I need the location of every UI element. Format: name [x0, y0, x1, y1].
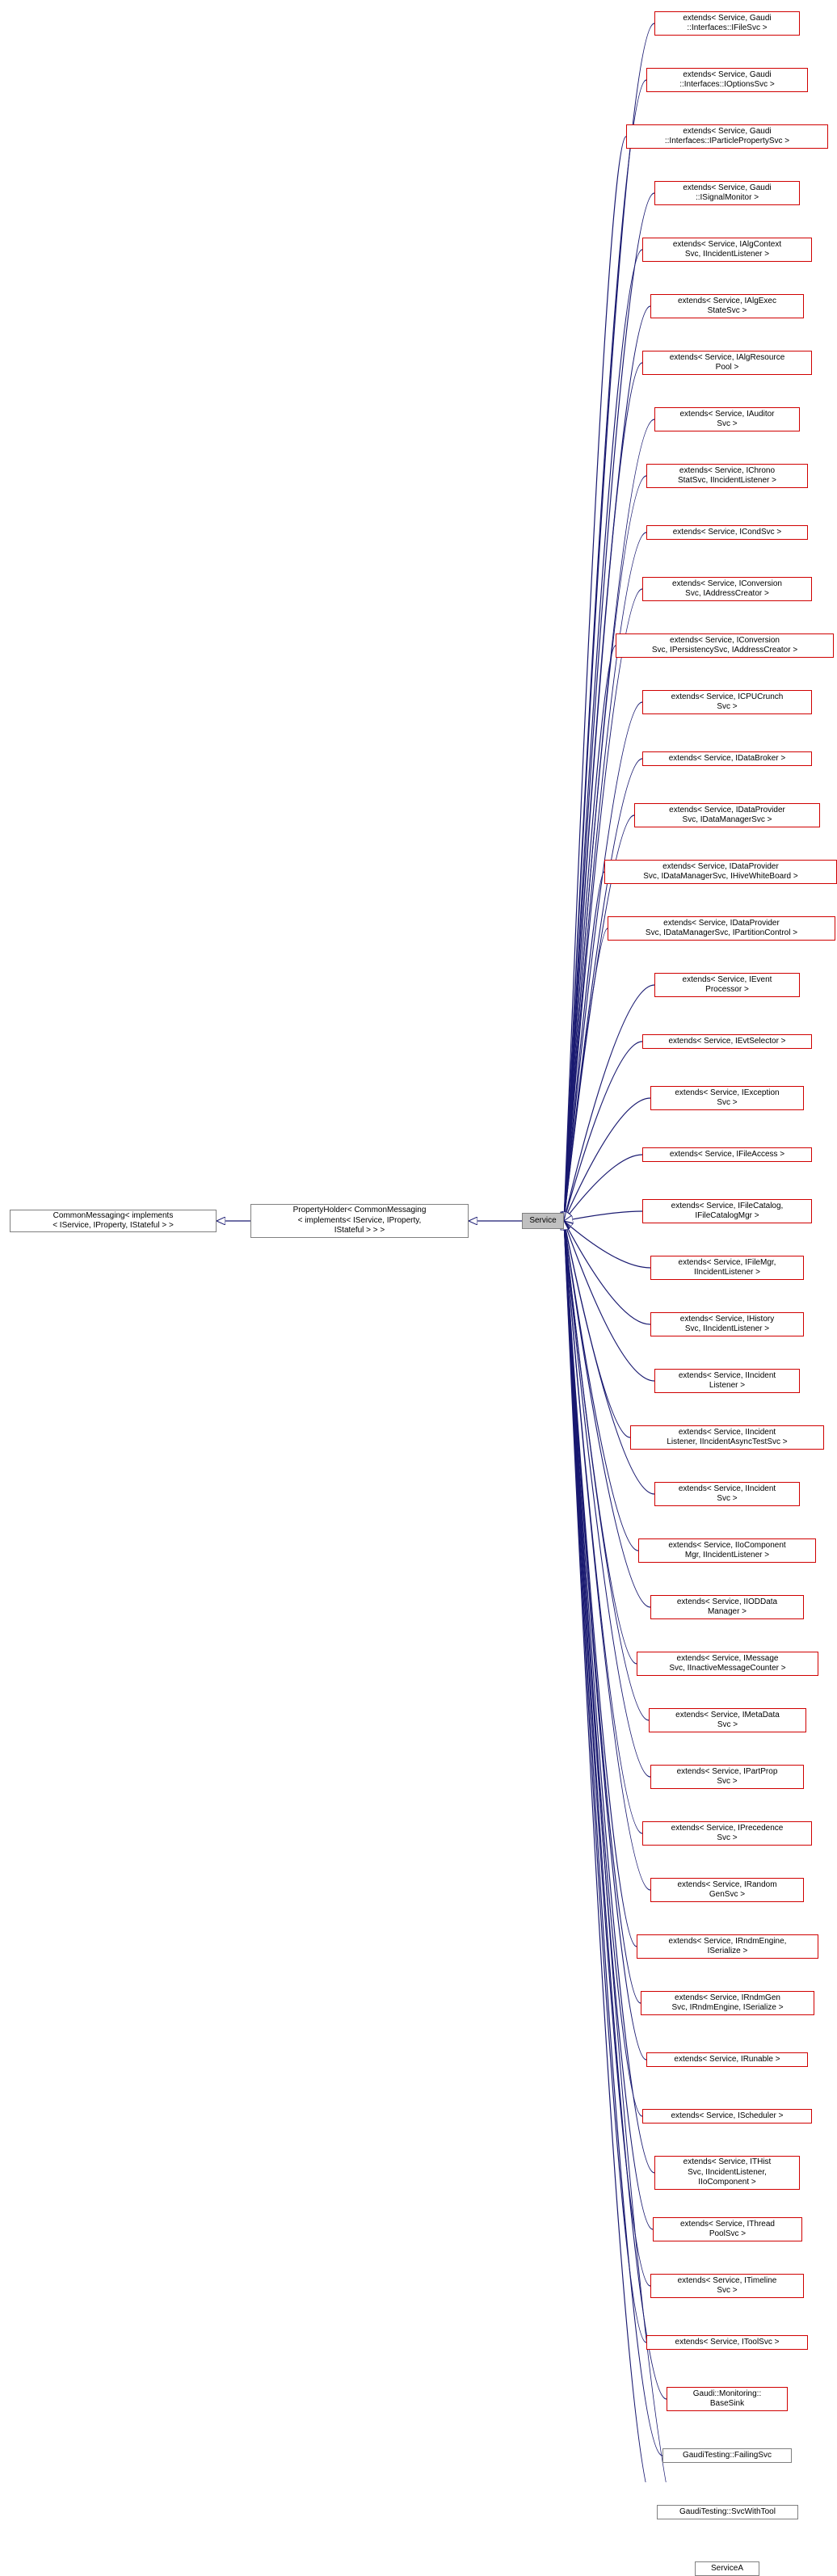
right-node-34: extends< Service, IRndmEngine, ISerializ…	[637, 1934, 818, 1959]
right-node-16: extends< Service, IDataProvider Svc, IDa…	[608, 916, 835, 941]
right-node-28: extends< Service, IIODData Manager >	[650, 1595, 804, 1619]
right-node-18: extends< Service, IEvtSelector >	[642, 1034, 812, 1049]
right-node-5: extends< Service, IAlgExec StateSvc >	[650, 294, 804, 318]
right-node-42: Gaudi::Monitoring:: BaseSink	[667, 2387, 788, 2411]
right-node-21: extends< Service, IFileCatalog, IFileCat…	[642, 1199, 812, 1223]
right-node-36: extends< Service, IRunable >	[646, 2052, 808, 2067]
right-node-0: extends< Service, Gaudi ::Interfaces::IF…	[654, 11, 800, 36]
right-node-12: extends< Service, ICPUCrunch Svc >	[642, 690, 812, 714]
right-node-39: extends< Service, IThread PoolSvc >	[653, 2217, 802, 2241]
right-node-9: extends< Service, ICondSvc >	[646, 525, 808, 540]
right-node-41: extends< Service, IToolSvc >	[646, 2335, 808, 2350]
right-node-23: extends< Service, IHistory Svc, IInciden…	[650, 1312, 804, 1336]
right-node-15: extends< Service, IDataProvider Svc, IDa…	[604, 860, 837, 884]
right-node-43: GaudiTesting::FailingSvc	[662, 2448, 792, 2463]
right-node-3: extends< Service, Gaudi ::ISignalMonitor…	[654, 181, 800, 205]
right-node-8: extends< Service, IChrono StatSvc, IInci…	[646, 464, 808, 488]
right-node-30: extends< Service, IMetaData Svc >	[649, 1708, 806, 1732]
right-node-1: extends< Service, Gaudi ::Interfaces::IO…	[646, 68, 808, 92]
right-node-13: extends< Service, IDataBroker >	[642, 751, 812, 766]
right-node-20: extends< Service, IFileAccess >	[642, 1147, 812, 1162]
right-node-19: extends< Service, IException Svc >	[650, 1086, 804, 1110]
right-node-32: extends< Service, IPrecedence Svc >	[642, 1821, 812, 1846]
right-node-27: extends< Service, IIoComponent Mgr, IInc…	[638, 1538, 816, 1563]
common-messaging: CommonMessaging< implements < IService, …	[10, 1210, 217, 1232]
right-node-2: extends< Service, Gaudi ::Interfaces::IP…	[626, 124, 828, 149]
right-node-26: extends< Service, IIncident Svc >	[654, 1482, 800, 1506]
right-node-37: extends< Service, IScheduler >	[642, 2109, 812, 2124]
right-node-35: extends< Service, IRndmGen Svc, IRndmEng…	[641, 1991, 814, 2015]
right-node-25: extends< Service, IIncident Listener, II…	[630, 1425, 824, 1450]
right-node-29: extends< Service, IMessage Svc, IInactiv…	[637, 1652, 818, 1676]
property-holder: PropertyHolder< CommonMessaging < implem…	[250, 1204, 469, 1238]
right-node-45: ServiceA	[695, 2561, 759, 2576]
right-node-10: extends< Service, IConversion Svc, IAddr…	[642, 577, 812, 601]
service: Service	[522, 1213, 564, 1229]
right-node-31: extends< Service, IPartProp Svc >	[650, 1765, 804, 1789]
right-node-40: extends< Service, ITimeline Svc >	[650, 2274, 804, 2298]
right-node-7: extends< Service, IAuditor Svc >	[654, 407, 800, 431]
right-node-11: extends< Service, IConversion Svc, IPers…	[616, 633, 834, 658]
right-node-4: extends< Service, IAlgContext Svc, IInci…	[642, 238, 812, 262]
right-node-6: extends< Service, IAlgResource Pool >	[642, 351, 812, 375]
diagram-canvas: Service CommonMessaging< implements < ISe…	[0, 0, 837, 2482]
right-node-22: extends< Service, IFileMgr, IIncidentLis…	[650, 1256, 804, 1280]
right-node-33: extends< Service, IRandom GenSvc >	[650, 1878, 804, 1902]
right-node-38: extends< Service, ITHist Svc, IIncidentL…	[654, 2156, 800, 2190]
right-node-44: GaudiTesting::SvcWithTool	[657, 2505, 798, 2519]
right-node-17: extends< Service, IEvent Processor >	[654, 973, 800, 997]
right-node-24: extends< Service, IIncident Listener >	[654, 1369, 800, 1393]
right-node-14: extends< Service, IDataProvider Svc, IDa…	[634, 803, 820, 827]
